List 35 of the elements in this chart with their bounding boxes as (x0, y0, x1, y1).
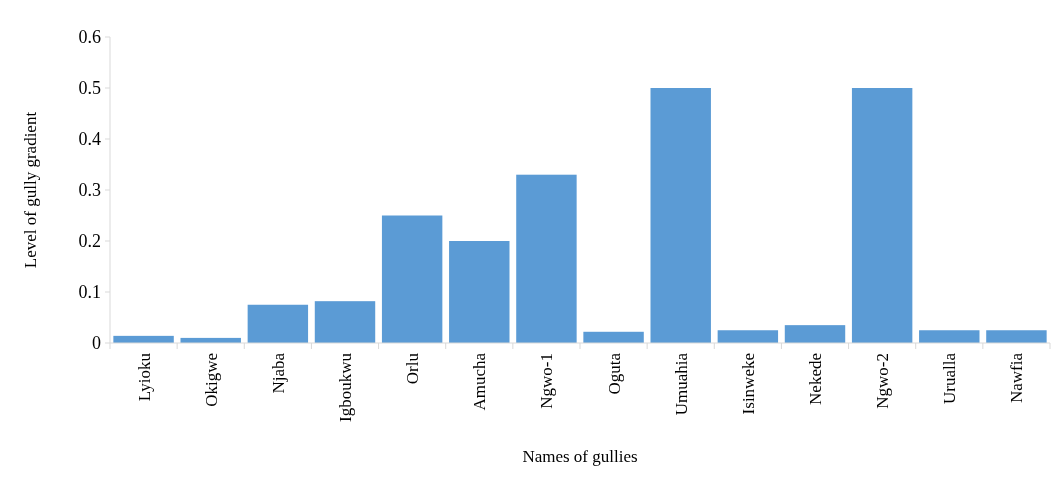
bar (583, 331, 644, 343)
y-tick-label: 0.3 (78, 180, 101, 201)
bar (851, 88, 913, 343)
x-tick-label: Ngwo-1 (537, 353, 557, 409)
x-tick-label: Oguta (604, 352, 624, 395)
x-tick-label: Nekede (805, 353, 825, 405)
bar (516, 174, 577, 343)
x-tick-label: Okigwe (201, 353, 221, 407)
y-tick-label: 0.6 (78, 27, 101, 48)
bar (381, 215, 443, 343)
y-tick-label: 0.2 (78, 231, 101, 252)
x-axis-title: Names of gullies (522, 447, 638, 466)
y-tick-label: 0.4 (78, 129, 101, 150)
x-tick-label: Ngwo-2 (873, 353, 893, 409)
x-tick-label: Njaba (268, 352, 288, 394)
y-axis-title: Level of gully gradient (21, 111, 40, 269)
y-tick-label: 0.1 (78, 282, 101, 303)
y-tick-label: 0 (92, 333, 101, 354)
x-tick-label: Amucha (470, 352, 490, 411)
bar (314, 301, 376, 343)
bar (784, 325, 846, 343)
x-tick-label: Nawfia (1007, 352, 1027, 404)
bar (247, 304, 309, 343)
bar (650, 88, 711, 343)
x-tick-label: Isinweke (738, 353, 758, 415)
bar (919, 330, 980, 343)
bar (717, 330, 779, 343)
x-tick-label: Orlu (403, 352, 423, 385)
x-tick-label: Lyioku (134, 352, 154, 402)
bar (449, 241, 510, 343)
x-tick-label: Umuahia (671, 352, 691, 416)
x-tick-label: Urualla (940, 352, 960, 404)
bar (986, 330, 1047, 343)
y-tick-label: 0.5 (78, 78, 101, 99)
x-tick-label: Igboukwu (335, 352, 355, 422)
